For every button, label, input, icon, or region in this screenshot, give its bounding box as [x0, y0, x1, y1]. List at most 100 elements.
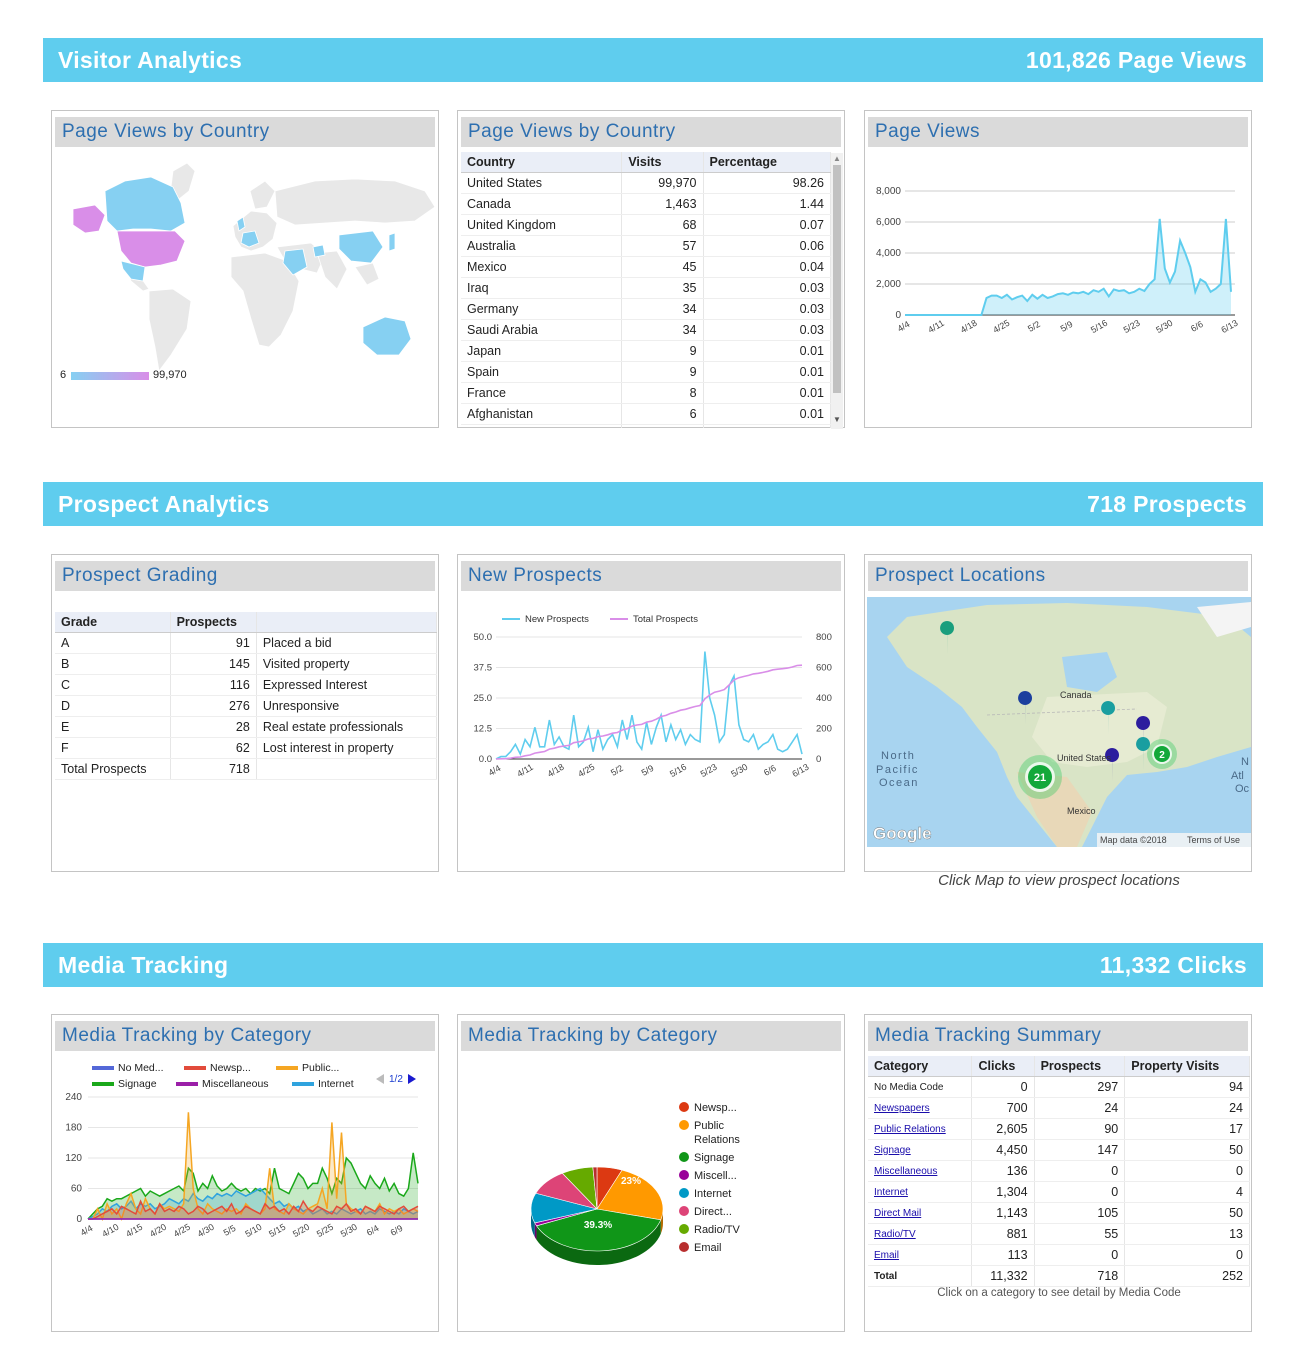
table-row[interactable]: Afghanistan 6 0.01	[461, 403, 831, 425]
x-tick-label: 4/18	[959, 318, 979, 335]
map-marker-icon[interactable]	[1101, 701, 1116, 735]
map-marker-icon[interactable]	[940, 621, 955, 655]
map-marker-icon[interactable]	[1018, 691, 1033, 725]
table-row[interactable]: Japan 9 0.01	[461, 340, 831, 362]
category-link[interactable]: Miscellaneous	[868, 1160, 973, 1182]
table-row[interactable]: France 8 0.01	[461, 382, 831, 404]
panel-title: New Prospects	[461, 561, 841, 591]
legend-label: Newsp...	[694, 1102, 737, 1114]
table-row[interactable]: Spain 9 0.01	[461, 361, 831, 383]
banner-stat: 11,332 Clicks	[1099, 952, 1247, 978]
terms-link[interactable]: Terms of Use	[1187, 835, 1240, 845]
table-row[interactable]: Total 11,332 718 252	[868, 1265, 1250, 1287]
col-visits[interactable]: Visits	[621, 152, 704, 173]
col-prospects[interactable]: Prospects	[170, 612, 257, 633]
map-marker-icon[interactable]	[1136, 716, 1151, 750]
table-row[interactable]: United Kingdom 68 0.07	[461, 214, 831, 236]
media-pie-chart[interactable]: 23% 39.3% Newsp... Public Relations Signage Mi…	[460, 1059, 844, 1329]
scrollbar-thumb[interactable]	[833, 165, 841, 393]
table-row[interactable]: Email 113 0 0	[868, 1244, 1250, 1266]
map-marker-icon[interactable]	[1136, 737, 1151, 771]
media-area-panel: Media Tracking by Category 0 60 120 180 240 N…	[51, 1014, 439, 1332]
table-row[interactable]: Radio/TV 881 55 13	[868, 1223, 1250, 1245]
prospect-map[interactable]: 21 2 Canada United States Mexico North P…	[867, 597, 1251, 847]
table-row[interactable]: F 62 Lost interest in property	[55, 737, 438, 759]
table-row[interactable]: Saudi Arabia 34 0.03	[461, 319, 831, 341]
y-right-tick-label: 200	[816, 724, 832, 735]
map-marker-icon[interactable]	[1105, 748, 1120, 782]
y-right-tick-label: 400	[816, 693, 832, 704]
table-row[interactable]: Iraq 35 0.03	[461, 277, 831, 299]
table-cell: 0.03	[703, 319, 831, 341]
new-prospects-chart[interactable]: 0.0 0 12.5 200 25.0 400 37.5 600 50.0 800 New Pros…	[460, 609, 844, 809]
cluster-large-icon[interactable]	[1018, 755, 1062, 799]
cluster-small-icon[interactable]	[1147, 739, 1177, 769]
table-row[interactable]: Canada 1,463 1.44	[461, 193, 831, 215]
table-cell: 8	[621, 382, 704, 404]
category-link[interactable]: Internet	[868, 1181, 973, 1203]
y-tick-label: 2,000	[876, 279, 901, 290]
table-row[interactable]: C 116 Expressed Interest	[55, 674, 438, 696]
table-row[interactable]: Miscellaneous 136 0 0	[868, 1160, 1250, 1182]
world-map[interactable]	[55, 151, 441, 391]
table-row[interactable]: Mexico 45 0.04	[461, 256, 831, 278]
table-cell: 4,450	[971, 1139, 1035, 1161]
legend-next-icon	[408, 1074, 416, 1084]
table-row[interactable]: Direct Mail 1,143 105 50	[868, 1202, 1250, 1224]
col-percentage[interactable]: Percentage	[703, 152, 831, 173]
label-atl-3: Oc	[1235, 783, 1250, 795]
col-grade[interactable]: Grade	[55, 612, 171, 633]
page-views-map-panel[interactable]: Page Views by Country	[51, 110, 439, 428]
table-row[interactable]: B 145 Visited property	[55, 653, 438, 675]
table-row[interactable]: Germany 34 0.03	[461, 298, 831, 320]
prospect-locations-panel[interactable]: Prospect Locations 21 2 Canada United S	[864, 554, 1252, 872]
col-property-visits[interactable]: Property Visits	[1124, 1056, 1250, 1077]
table-row[interactable]: Total Prospects 718	[55, 758, 438, 780]
category-link[interactable]: Direct Mail	[868, 1202, 973, 1224]
category-link[interactable]: Radio/TV	[868, 1223, 973, 1245]
category-link[interactable]: Email	[868, 1244, 973, 1266]
scroll-up-icon[interactable]: ▲	[833, 154, 841, 163]
table-cell: Unresponsive	[256, 695, 438, 717]
table-row[interactable]: Internet 1,304 0 4	[868, 1181, 1250, 1203]
country-table-wrap[interactable]: Country Visits Percentage United States 9…	[461, 152, 831, 428]
media-pie-panel: Media Tracking by Category 23% 39.3% Newsp…	[457, 1014, 845, 1332]
table-row[interactable]: Australia 57 0.06	[461, 235, 831, 257]
legend-label: Miscellaneous	[202, 1078, 269, 1090]
category-link[interactable]: Signage	[868, 1139, 973, 1161]
table-cell: 105	[1034, 1202, 1126, 1224]
col-prospects[interactable]: Prospects	[1034, 1056, 1126, 1077]
category-link[interactable]: Public Relations	[868, 1118, 973, 1140]
table-row[interactable]: E 28 Real estate professionals	[55, 716, 438, 738]
col-clicks[interactable]: Clicks	[971, 1056, 1035, 1077]
table-cell: 718	[1034, 1265, 1126, 1287]
scroll-down-icon[interactable]: ▼	[833, 415, 841, 424]
legend-swatch	[184, 1066, 206, 1070]
table-cell: Iraq	[461, 277, 623, 299]
table-row[interactable]: China60.01	[461, 424, 831, 428]
table-row[interactable]: Newspapers 700 24 24	[868, 1097, 1250, 1119]
table-row[interactable]: A 91 Placed a bid	[55, 632, 438, 654]
table-row[interactable]: Public Relations 2,605 90 17	[868, 1118, 1250, 1140]
table-row[interactable]: United States 99,970 98.26	[461, 172, 831, 194]
col-country[interactable]: Country	[461, 152, 623, 173]
scrollbar[interactable]: ▲ ▼	[831, 153, 843, 429]
table-cell: 0.01	[703, 340, 831, 362]
media-area-chart[interactable]: 0 60 120 180 240 No Med... Newsp... Public... Si…	[54, 1059, 438, 1329]
table-row[interactable]: Signage 4,450 147 50	[868, 1139, 1250, 1161]
table-cell	[256, 758, 438, 780]
area-1	[88, 1201, 418, 1219]
table-cell: Lost interest in property	[256, 737, 438, 759]
table-cell: 17	[1124, 1118, 1250, 1140]
x-tick-label: 4/11	[515, 762, 535, 779]
col-category[interactable]: Category	[868, 1056, 973, 1077]
prospect-grading-panel: Prospect Grading Grade Prospects A 91 Plac…	[51, 554, 439, 872]
legend-label: Internet	[694, 1188, 731, 1200]
table-row[interactable]: No Media Code 0 297 94	[868, 1076, 1250, 1098]
table-row[interactable]: D 276 Unresponsive	[55, 695, 438, 717]
x-tick-label: 6/4	[365, 1223, 381, 1238]
x-tick-label: 4/15	[124, 1222, 144, 1239]
page-views-chart[interactable]: 0 2,000 4,000 6,000 8,000 4/4 4/11 4/18 4/25 5/2 5…	[867, 175, 1251, 375]
category-link[interactable]: Newspapers	[868, 1097, 973, 1119]
panel-title: Prospect Locations	[868, 561, 1248, 591]
